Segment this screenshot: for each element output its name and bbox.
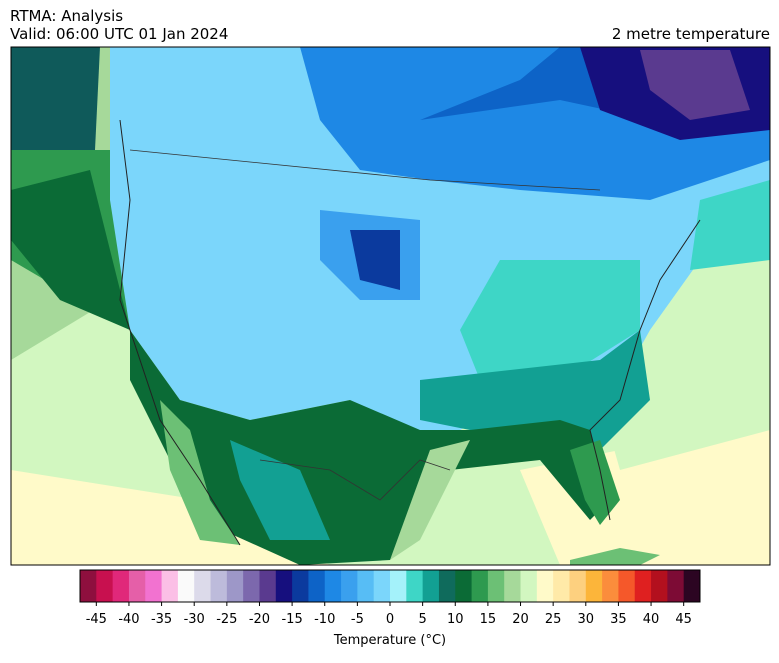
field-name: 2 metre temperature <box>612 25 770 43</box>
colorbar-swatch <box>504 570 522 602</box>
colorbar-tick-label: 20 <box>512 612 529 627</box>
colorbar-tick-label: -35 <box>151 612 172 627</box>
colorbar-swatch <box>390 570 407 602</box>
colorbar-swatch <box>553 570 570 602</box>
colorbar-swatch <box>602 570 619 602</box>
colorbar-swatch <box>406 570 424 602</box>
colorbar-swatch <box>667 570 685 602</box>
colorbar-swatch <box>161 570 179 602</box>
colorbar-swatch <box>210 570 228 602</box>
colorbar-swatch <box>292 570 309 602</box>
colorbar-swatch <box>259 570 277 602</box>
colorbar-swatch <box>194 570 212 602</box>
colorbar-tick-label: -15 <box>281 612 302 627</box>
colorbar-swatch <box>96 570 114 602</box>
map-frame <box>10 46 771 566</box>
colorbar-tick-label: 15 <box>480 612 497 627</box>
colorbar-tick-label: 45 <box>675 612 692 627</box>
title: RTMA: Analysis <box>10 7 123 25</box>
colorbar-tick-label: 30 <box>578 612 595 627</box>
colorbar-swatch <box>455 570 473 602</box>
colorbar-swatch <box>357 570 375 602</box>
colorbar-swatch <box>145 570 163 602</box>
colorbar-swatch <box>634 570 652 602</box>
valid-time: Valid: 06:00 UTC 01 Jan 2024 <box>10 25 228 43</box>
colorbar-swatch <box>569 570 587 602</box>
colorbar-tick-label: -45 <box>86 612 107 627</box>
colorbar-swatch <box>112 570 130 602</box>
colorbar-swatch <box>422 570 440 602</box>
colorbar-tick-label: 0 <box>386 612 394 627</box>
colorbar-tick-label: 25 <box>545 612 562 627</box>
colorbar-swatch <box>618 570 636 602</box>
colorbar-tick-label: -30 <box>184 612 205 627</box>
colorbar-swatch <box>324 570 342 602</box>
colorbar-tick-label: 5 <box>418 612 426 627</box>
colorbar-swatch <box>373 570 391 602</box>
colorbar-swatch <box>471 570 489 602</box>
colorbar-swatch <box>438 570 456 602</box>
colorbar-tick-label: -5 <box>351 612 364 627</box>
colorbar-tick-label: -20 <box>249 612 270 627</box>
colorbar-tick-label: -25 <box>216 612 237 627</box>
colorbar-tick-label: 40 <box>643 612 660 627</box>
colorbar-swatch <box>341 570 358 602</box>
colorbar: -45 -40 -35 -30 -25 -20 -15 -10 -5 0 5 10 15 20 25 30 35… <box>79 569 701 627</box>
colorbar-swatch <box>226 570 244 602</box>
colorbar-swatch <box>308 570 326 602</box>
colorbar-swatch <box>275 570 293 602</box>
colorbar-swatch <box>520 570 538 602</box>
colorbar-swatch <box>651 570 668 602</box>
map <box>11 47 770 565</box>
colorbar-swatch <box>128 570 146 602</box>
colorbar-swatch <box>585 570 603 602</box>
colorbar-tick-label: -40 <box>118 612 139 627</box>
colorbar-swatch <box>243 570 260 602</box>
colorbar-swatch <box>80 570 97 602</box>
colorbar-tick-label: 10 <box>447 612 464 627</box>
colorbar-label: Temperature (°C) <box>333 633 446 648</box>
colorbar-swatch <box>683 570 701 602</box>
colorbar-swatch <box>177 570 195 602</box>
colorbar-tick-label: -10 <box>314 612 335 627</box>
colorbar-swatch <box>536 570 554 602</box>
colorbar-swatch <box>487 570 505 602</box>
colorbar-tick-label: 35 <box>610 612 627 627</box>
